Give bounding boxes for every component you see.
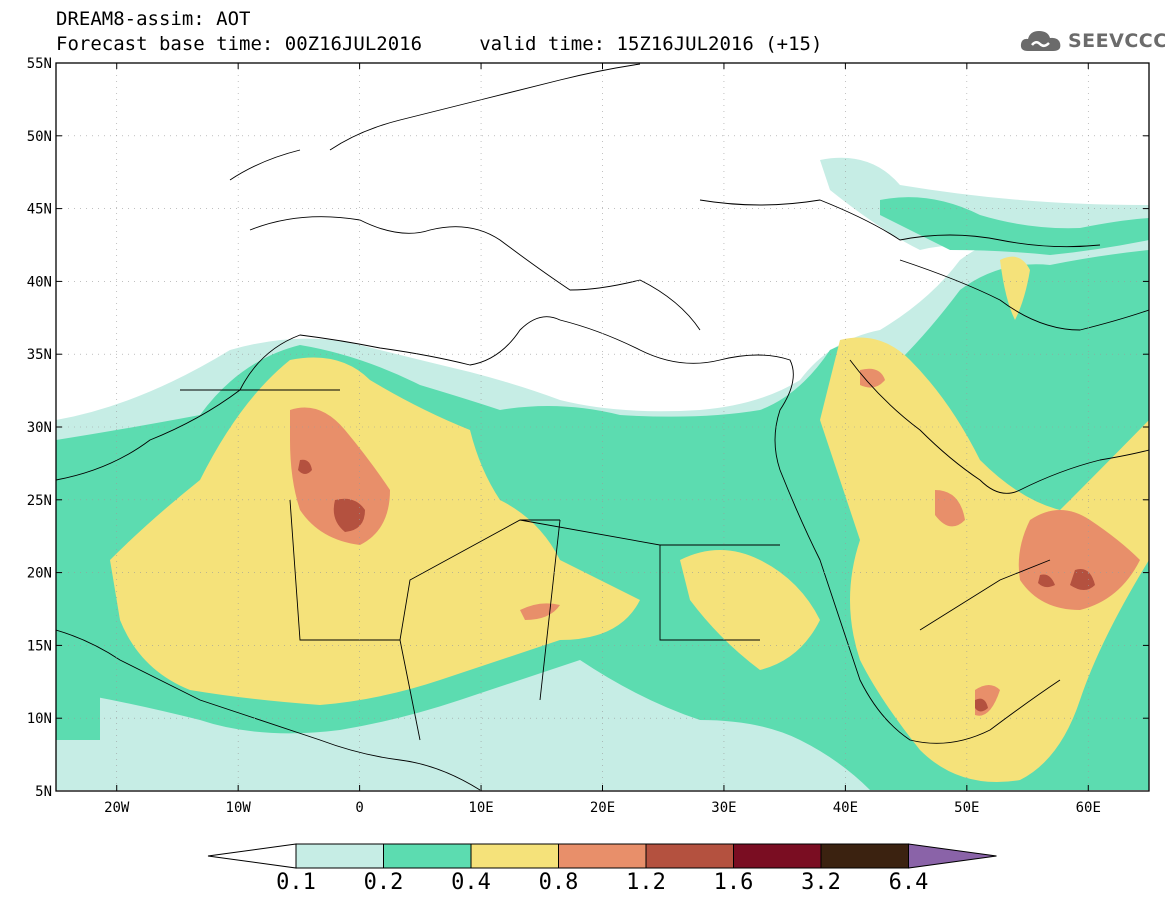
colorbar-swatch [295,843,384,869]
lat-label: 35N [27,347,52,363]
lon-label: 20E [590,800,615,816]
colorbar-label: 6.4 [888,870,929,895]
lon-label: 0 [355,800,363,816]
chart-title: DREAM8-assim: AOT [56,8,251,30]
seevccc-logo: SEEVCCC [1018,26,1165,56]
lon-label: 30E [711,800,736,816]
forecast-time-line: Forecast base time: 00Z16JUL2016 valid t… [56,33,823,55]
colorbar-label: 1.2 [626,870,666,895]
cloud-icon [1020,31,1061,51]
colorbar-swatch [645,843,734,869]
longitude-labels: 20W 10W 0 10E 20E 30E 40E 50E 60E [104,800,1101,816]
latitude-labels: 55N 50N 45N 40N 35N 30N 25N 20N 15N 10N 5N [27,56,52,800]
colorbar-swatch [820,843,909,869]
lat-label: 50N [27,129,52,145]
colorbar-label: 1.6 [713,870,754,895]
logo-text: SEEVCCC [1068,30,1165,52]
lon-label: 10W [226,800,252,816]
colorbar-swatch [470,843,559,869]
lon-label: 40E [833,800,858,816]
lat-label: 5N [35,784,52,800]
colorbar-right-arrow [908,843,997,869]
colorbar-label: 3.2 [801,870,841,895]
lon-label: 50E [954,800,979,816]
lat-label: 20N [27,566,52,582]
colorbar-label: 0.2 [363,870,404,895]
lon-label: 60E [1076,800,1101,816]
lat-label: 15N [27,638,52,654]
colorbar-swatch [558,843,647,869]
lon-label: 10E [468,800,493,816]
lat-label: 10N [27,711,52,727]
colorbar-label: 0.4 [451,870,491,895]
coastlines [56,63,1149,791]
graticule [56,63,1149,791]
lon-label: 20W [104,800,130,816]
lat-label: 55N [27,56,52,72]
colorbar-label: 0.8 [538,870,579,895]
colorbar-swatch [733,843,822,869]
lat-label: 40N [27,274,52,290]
colorbar-label: 0.1 [276,870,316,895]
colorbar-swatch [383,843,472,869]
lat-label: 30N [27,420,52,436]
lat-label: 25N [27,493,52,509]
lat-label: 45N [27,202,52,218]
aot-level-1.2 [298,459,1095,712]
colorbar-left-arrow [207,843,297,869]
axis-ticks [56,62,1149,792]
